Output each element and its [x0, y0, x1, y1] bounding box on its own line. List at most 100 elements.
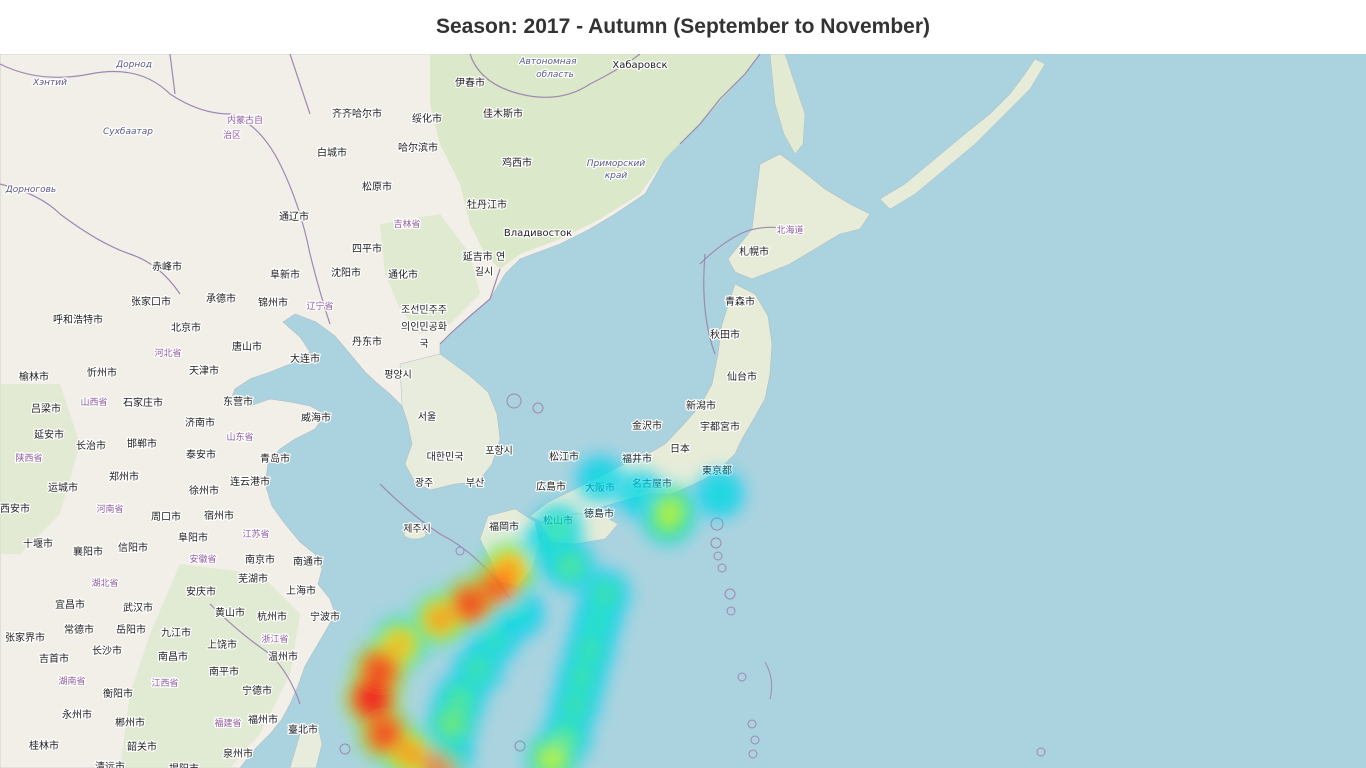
- city-label: 吉首市: [39, 652, 69, 665]
- forest-area: [380, 214, 480, 334]
- city-label: 常德市: [64, 623, 94, 636]
- city-label: 清远市: [95, 760, 125, 768]
- city-label: 佳木斯市: [483, 107, 523, 120]
- heat-point: [631, 485, 649, 503]
- region-label: 福建省: [214, 717, 241, 729]
- city-label: Владивосток: [504, 228, 572, 239]
- heat-point: [467, 658, 489, 680]
- forest-area: [430, 54, 760, 269]
- region-label: 山西省: [80, 396, 107, 408]
- heat-point: [594, 583, 616, 605]
- city-label: 南通市: [293, 555, 323, 568]
- city-label: 西安市: [0, 502, 30, 515]
- heat-point: [395, 739, 425, 768]
- region-label: 江西省: [151, 677, 178, 689]
- city-label: 济南市: [185, 416, 215, 429]
- foreign-region-label: Сухбаатар: [103, 127, 153, 137]
- city-label: 邯郸市: [127, 437, 157, 450]
- heat-point: [555, 726, 577, 748]
- city-label: 襄阳市: [73, 545, 103, 558]
- land-honshu: [529, 283, 773, 525]
- city-label: 臺北市: [288, 723, 318, 736]
- city-label: 哈尔滨市: [398, 141, 438, 154]
- region-label: 内蒙古自: [227, 114, 263, 126]
- city-label: 鸡西市: [502, 156, 532, 169]
- city-label: 阜阳市: [178, 531, 208, 544]
- city-label: 宜昌市: [55, 598, 85, 611]
- region-label: 山东省: [226, 431, 253, 443]
- heat-point: [571, 666, 593, 688]
- city-label: 安庆市: [186, 585, 216, 598]
- city-label: 石家庄市: [123, 396, 163, 409]
- city-label: 永州市: [62, 708, 92, 721]
- city-label: 桂林市: [29, 739, 59, 752]
- city-label: 张家界市: [5, 631, 45, 644]
- city-label: 泉州市: [223, 747, 253, 760]
- heat-point: [386, 630, 414, 658]
- foreign-region-label: область: [536, 70, 574, 80]
- city-label: 长沙市: [92, 644, 122, 657]
- city-label: 의인민공화: [401, 321, 447, 333]
- city-label: 韶关市: [127, 740, 157, 753]
- city-label: 衡阳市: [103, 687, 133, 700]
- foreign-region-label: край: [605, 171, 628, 181]
- city-label: 泰安市: [186, 448, 216, 461]
- heat-point: [438, 744, 458, 764]
- city-label: 芜湖市: [238, 572, 268, 585]
- city-label: 南昌市: [158, 650, 188, 663]
- heat-point: [536, 540, 554, 558]
- city-label: 白城市: [317, 146, 347, 159]
- city-label: 延安市: [34, 428, 64, 441]
- city-label: Хабаровск: [612, 60, 667, 71]
- heat-point: [539, 746, 565, 768]
- city-label: 揭阳市: [169, 762, 199, 768]
- city-label: 국: [419, 338, 428, 350]
- city-label: 徐州市: [189, 484, 219, 497]
- city-label: 运城市: [48, 481, 78, 494]
- city-label: 福岡市: [489, 520, 519, 533]
- region-label: 湖北省: [91, 577, 118, 589]
- city-label: 牡丹江市: [467, 198, 507, 211]
- region-label: 吉林省: [393, 218, 420, 230]
- heat-point: [449, 688, 471, 710]
- region-label: 安徽省: [189, 553, 216, 565]
- city-label: 呼和浩特市: [53, 313, 103, 326]
- heat-point: [711, 485, 729, 503]
- map-container[interactable]: Хабаровск 伊春市 齐齐哈尔市 绥化市 佳木斯市 白城市 哈尔滨市 鸡西市 松原市 牡丹江…: [0, 54, 1366, 768]
- page-title: Season: 2017 - Autumn (September to Nove…: [436, 15, 930, 38]
- city-label: 长治市: [76, 439, 106, 452]
- city-label: 天津市: [189, 364, 219, 377]
- heat-point: [369, 718, 401, 750]
- heat-point: [510, 604, 530, 624]
- region-label: 河北省: [154, 347, 181, 359]
- land-hokkaido: [727, 153, 871, 280]
- city-label: 新潟市: [686, 399, 716, 412]
- city-label: 周口市: [151, 510, 181, 523]
- land-sakhalin: [769, 54, 806, 155]
- city-label: 郴州市: [115, 716, 145, 729]
- region-label: 河南省: [96, 503, 123, 515]
- city-label: 宁德市: [242, 684, 272, 697]
- city-label: 제주시: [403, 523, 431, 535]
- city-label: 温州市: [268, 650, 298, 663]
- city-label: 东营市: [223, 395, 253, 408]
- city-label: 赤峰市: [152, 260, 182, 273]
- heat-point: [564, 694, 586, 716]
- region-label: 陕西省: [15, 452, 42, 464]
- land-jeju: [403, 528, 427, 540]
- city-label: 黄山市: [215, 606, 245, 619]
- region-label: 湖南省: [58, 675, 85, 687]
- city-label: 부산: [466, 477, 484, 489]
- heat-point: [425, 604, 455, 634]
- forest-area: [0, 384, 80, 554]
- city-label: 阜新市: [270, 268, 300, 281]
- city-label: 青森市: [725, 295, 755, 308]
- heat-point: [591, 470, 609, 488]
- land-korea: [399, 353, 501, 491]
- city-label: 길시: [475, 265, 493, 278]
- city-label: 齐齐哈尔市: [332, 107, 382, 120]
- region-labels: 内蒙古自治区吉林省辽宁省河北省山西省山东省陕西省河南省江苏省安徽省湖北省浙江省江…: [14, 113, 805, 731]
- land-taiwan: [289, 725, 323, 768]
- city-label: 宇都宮市: [700, 420, 740, 433]
